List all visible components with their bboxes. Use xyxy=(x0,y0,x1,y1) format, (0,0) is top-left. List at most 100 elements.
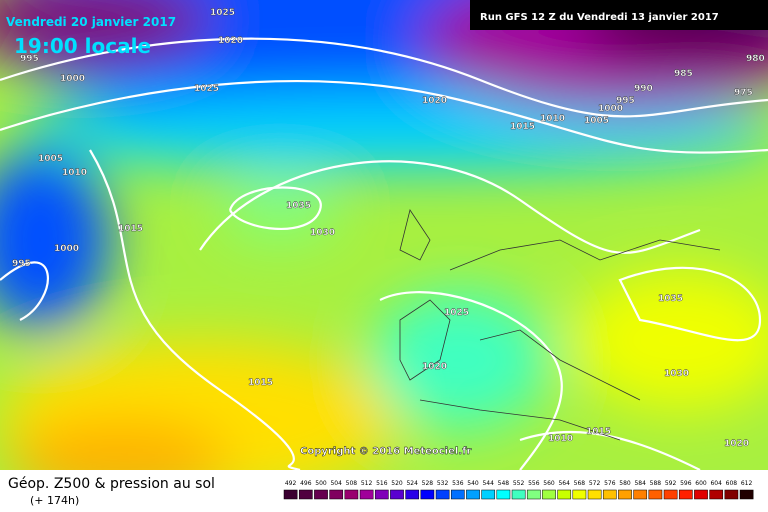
colorbar-tick-label: 528 xyxy=(422,480,434,487)
colorbar-tick-label: 544 xyxy=(482,480,494,487)
colorbar-cell xyxy=(557,489,572,500)
colorbar-cell xyxy=(298,489,313,500)
colorbar-tick-label: 524 xyxy=(406,480,418,487)
map-field xyxy=(0,0,768,470)
colorbar-tick-label: 604 xyxy=(710,480,722,487)
isobar-label: 1030 xyxy=(310,228,335,238)
colorbar-tick-label: 504 xyxy=(330,480,342,487)
colorbar-tick-label: 580 xyxy=(619,480,631,487)
local-time: 19:00 locale xyxy=(14,34,151,58)
colorbar-cell xyxy=(283,489,298,500)
colorbar-tick-label: 512 xyxy=(361,480,373,487)
colorbar-cell xyxy=(390,489,404,500)
colorbar-cell xyxy=(374,489,389,500)
isobar-label: 1015 xyxy=(586,427,611,437)
colorbar-cell xyxy=(739,489,754,500)
colorbar-tick-label: 572 xyxy=(589,480,601,487)
isobar-label: 1000 xyxy=(54,244,79,254)
colorbar-tick-label: 500 xyxy=(315,480,327,487)
isobar-label: 1020 xyxy=(422,96,447,106)
colorbar-tick-label: 496 xyxy=(300,480,312,487)
isobar-label: 995 xyxy=(20,54,39,64)
isobar-label: 995 xyxy=(12,259,31,269)
colorbar-cell xyxy=(314,489,328,500)
colorbar-tick-label: 520 xyxy=(391,480,403,487)
isobar-label: 1005 xyxy=(584,116,609,126)
colorbar-tick-label: 600 xyxy=(695,480,707,487)
colorbar-cell xyxy=(678,489,693,500)
run-info: Run GFS 12 Z du Vendredi 13 janvier 2017 xyxy=(480,12,719,23)
lead-time: (+ 174h) xyxy=(30,494,79,507)
isobar-label: 1015 xyxy=(510,122,535,132)
valid-date: Vendredi 20 janvier 2017 xyxy=(6,15,176,29)
colorbar-tick-label: 492 xyxy=(285,480,297,487)
isobar-label: 975 xyxy=(734,88,753,98)
isobar-label: 1010 xyxy=(62,168,87,178)
colorbar-cell xyxy=(511,489,526,500)
colorbar-tick-label: 556 xyxy=(528,480,540,487)
isobar-label: 1035 xyxy=(658,294,683,304)
colorbar-tick-label: 536 xyxy=(452,480,464,487)
colorbar-cell xyxy=(633,489,648,500)
colorbar-tick-label: 552 xyxy=(513,480,525,487)
colorbar-cell xyxy=(466,489,480,500)
colorbar-tick-label: 596 xyxy=(680,480,692,487)
isobar-label: 990 xyxy=(634,84,653,94)
colorbar-tick-label: 588 xyxy=(650,480,662,487)
colorbar-tick-label: 568 xyxy=(574,480,586,487)
isobar-label: 995 xyxy=(616,96,635,106)
isobar-label: 1020 xyxy=(724,439,749,449)
colorbar-cell xyxy=(344,489,359,500)
colorbar-cell xyxy=(542,489,556,500)
colorbar-cell xyxy=(572,489,587,500)
colorbar-cell xyxy=(420,489,435,500)
colorbar-cell xyxy=(359,489,374,500)
colorbar-cell xyxy=(329,489,344,500)
colorbar-tick-label: 532 xyxy=(437,480,449,487)
isobar-label: 1025 xyxy=(210,8,235,18)
colorbar-cell xyxy=(618,489,632,500)
colorbar-tick-label: 516 xyxy=(376,480,388,487)
colorbar-cell xyxy=(602,489,617,500)
isobar-label: 1025 xyxy=(194,84,219,94)
colorbar-cell xyxy=(435,489,450,500)
isobar-label: 1035 xyxy=(286,201,311,211)
colorbar-tick-label: 592 xyxy=(665,480,677,487)
isobar-label: 1020 xyxy=(218,36,243,46)
colorbar-cell xyxy=(450,489,465,500)
colorbar: 492 496 500 504 508 512 516 520 524 528 532 536 540 5… xyxy=(283,480,754,500)
colorbar-cell xyxy=(405,489,420,500)
footer-title: Géop. Z500 & pression au sol xyxy=(8,476,215,492)
isobar-label: 1010 xyxy=(540,114,565,124)
isobar-label: 1020 xyxy=(422,362,447,372)
colorbar-tick-label: 576 xyxy=(604,480,616,487)
colorbar-cell xyxy=(648,489,663,500)
run-banner xyxy=(470,0,768,30)
isobar-label: 1015 xyxy=(118,224,143,234)
colorbar-tick-label: 612 xyxy=(741,480,753,487)
colorbar-tick-label: 508 xyxy=(346,480,358,487)
colorbar-cell xyxy=(709,489,724,500)
colorbar-cell xyxy=(587,489,602,500)
isobar-label: 1025 xyxy=(444,308,469,318)
isobar-label: 1005 xyxy=(38,154,63,164)
colorbar-cell xyxy=(694,489,708,500)
isobars xyxy=(0,37,768,470)
isobar-label: 1015 xyxy=(248,378,273,388)
colorbar-cell xyxy=(496,489,511,500)
colorbar-tick-label: 560 xyxy=(543,480,555,487)
colorbar-tick-label: 548 xyxy=(498,480,510,487)
isobar-label: 1010 xyxy=(548,434,573,444)
coastlines xyxy=(399,209,721,441)
colorbar-tick-label: 540 xyxy=(467,480,479,487)
colorbar-tick-label: 564 xyxy=(558,480,570,487)
colorbar-cell xyxy=(481,489,496,500)
colorbar-tick-label: 608 xyxy=(726,480,738,487)
isobar-label: 1030 xyxy=(664,369,689,379)
isobar-label: 985 xyxy=(674,69,693,79)
copyright: Copyright © 2016 Meteociel.fr xyxy=(300,446,471,457)
colorbar-cell xyxy=(724,489,739,500)
